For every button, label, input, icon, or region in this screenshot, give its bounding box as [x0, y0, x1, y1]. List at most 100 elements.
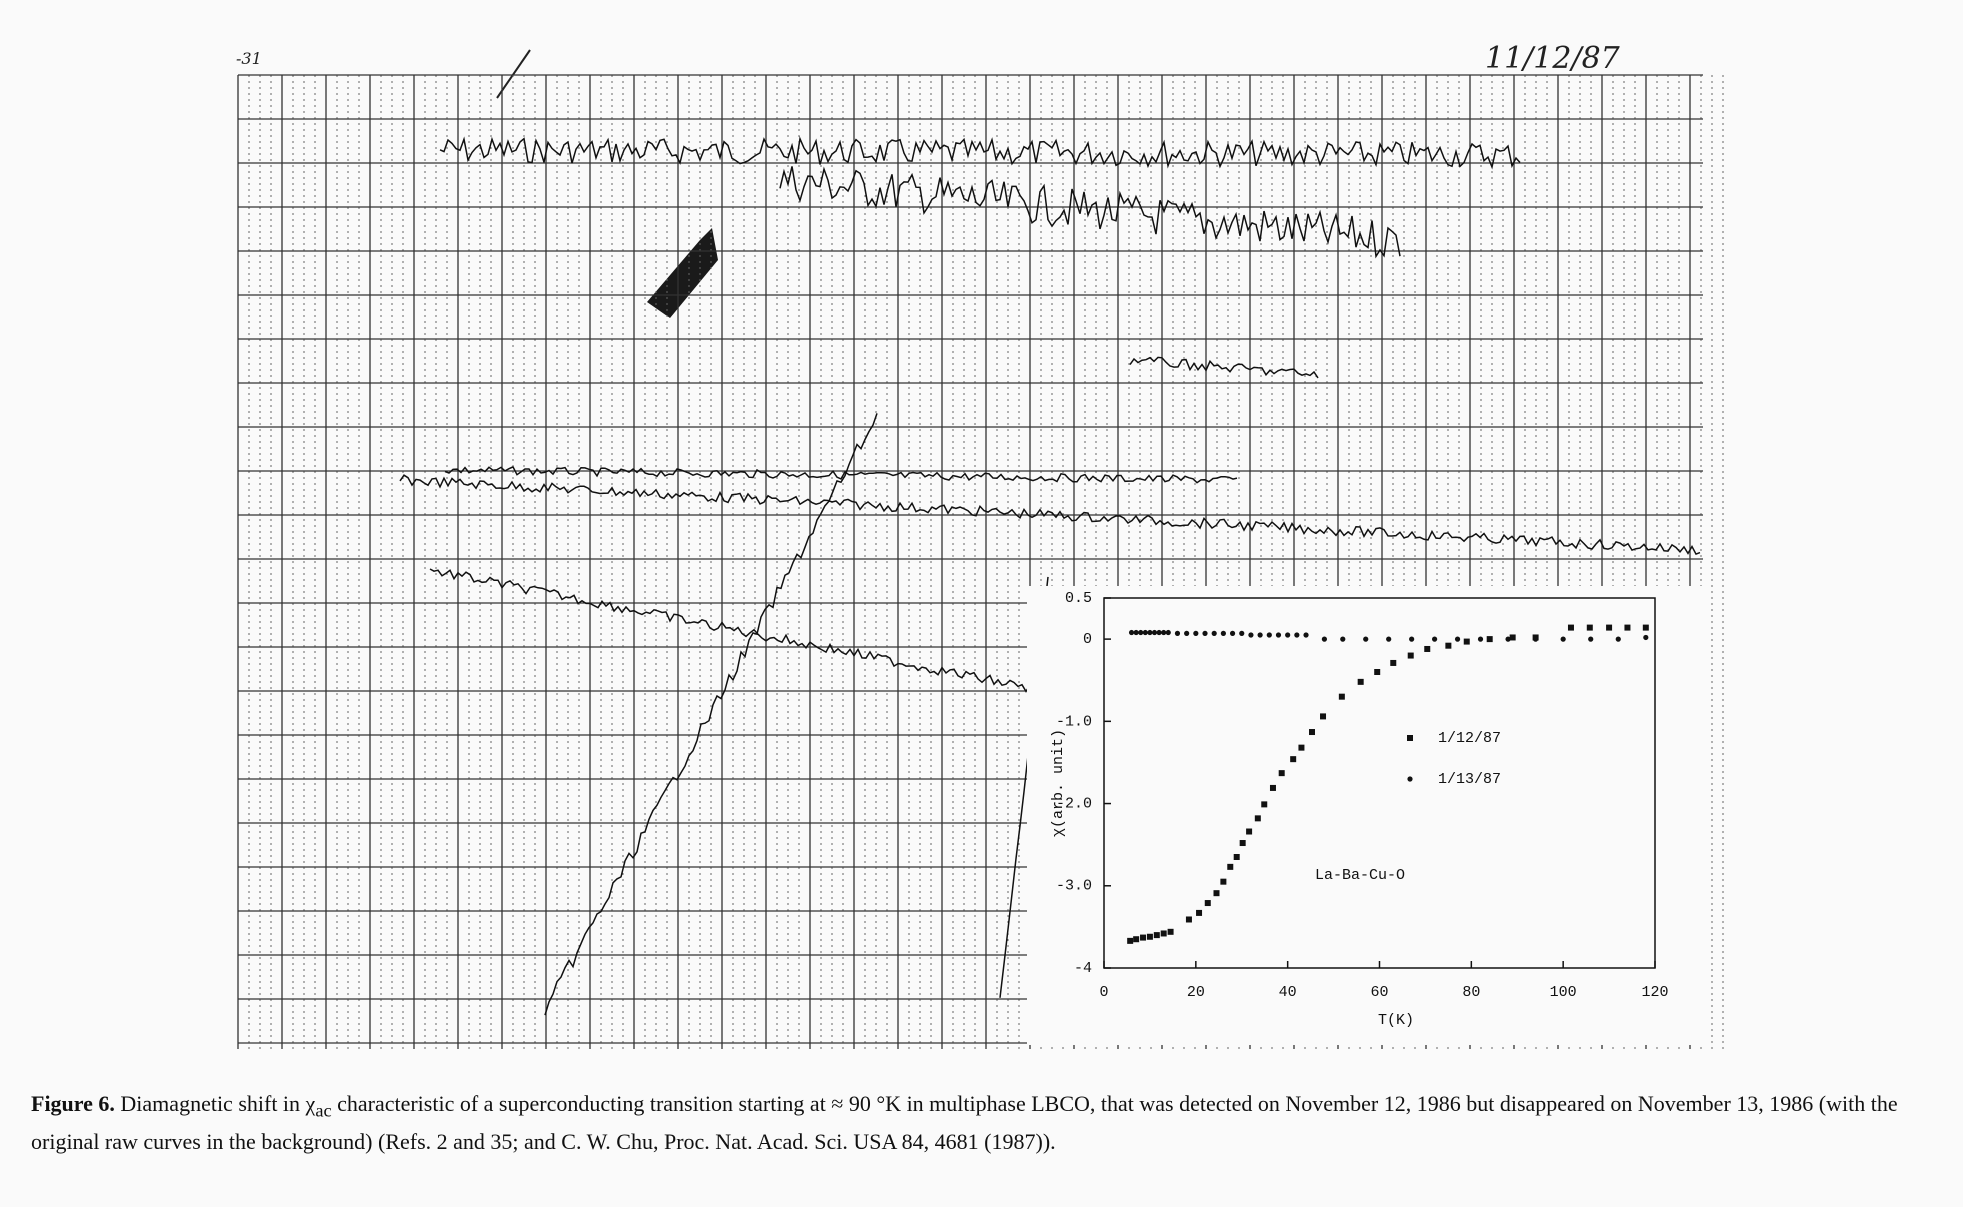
- data-point: [1133, 936, 1140, 943]
- data-point: [1246, 828, 1253, 835]
- y-tick-label: 0.5: [1065, 590, 1092, 607]
- data-point: [1309, 729, 1316, 736]
- caption-subscript: ac: [315, 1100, 332, 1121]
- data-point: [1213, 890, 1220, 897]
- data-point: [1477, 636, 1484, 642]
- data-point: [1127, 937, 1134, 944]
- data-point: [1174, 630, 1181, 636]
- data-point: [1424, 645, 1431, 652]
- data-point: [1227, 863, 1234, 870]
- legend-label: 1/13/87: [1438, 771, 1501, 788]
- data-point: [1165, 629, 1171, 636]
- data-point: [1298, 744, 1305, 751]
- data-point: [1338, 693, 1345, 700]
- data-point: [1290, 756, 1297, 763]
- raw-trace: [544, 413, 878, 1016]
- data-point: [1239, 630, 1245, 636]
- caption-text: characteristic of a superconducting tran…: [31, 1091, 1898, 1155]
- y-tick-label: 0: [1083, 631, 1092, 648]
- data-point: [1321, 636, 1327, 642]
- data-point: [1340, 636, 1346, 642]
- y-tick-label: -4: [1074, 960, 1092, 977]
- data-point: [1533, 636, 1539, 642]
- data-point: [1463, 638, 1470, 645]
- data-point: [1320, 713, 1327, 720]
- data-point: [1409, 636, 1415, 642]
- data-point: [1193, 630, 1199, 636]
- data-point: [1239, 840, 1246, 847]
- data-point: [1146, 933, 1153, 940]
- data-point: [1133, 629, 1139, 636]
- x-tick-label: 0: [1099, 984, 1108, 1001]
- data-point: [1140, 934, 1147, 941]
- data-point: [1220, 630, 1226, 636]
- handwritten-corner: -31: [236, 49, 262, 68]
- data-point: [1269, 784, 1276, 791]
- data-point: [1486, 636, 1493, 643]
- x-axis-label: T(K): [1378, 1012, 1414, 1029]
- data-point: [1374, 669, 1381, 675]
- data-point: [1615, 636, 1621, 642]
- raw-trace: [439, 136, 1521, 170]
- data-point: [1147, 629, 1153, 636]
- data-point: [1248, 632, 1254, 638]
- data-point: [1156, 629, 1162, 636]
- data-point: [1229, 630, 1236, 636]
- x-tick-label: 20: [1187, 984, 1205, 1001]
- data-point: [1196, 909, 1203, 916]
- y-axis-label: χ(arb. unit): [1050, 729, 1067, 837]
- data-point: [1624, 624, 1631, 631]
- handwritten-date: 11/12/87: [1485, 41, 1621, 76]
- x-tick-label: 100: [1550, 984, 1577, 1001]
- caption-text: Diamagnetic shift in χ: [120, 1091, 316, 1116]
- data-point: [1184, 630, 1190, 636]
- data-point: [1363, 636, 1369, 642]
- data-point: [1278, 770, 1285, 777]
- caption-label: Figure 6.: [31, 1091, 115, 1116]
- raw-trace: [1129, 356, 1319, 379]
- data-point: [1407, 652, 1414, 659]
- legend-label: 1/12/87: [1438, 730, 1501, 747]
- data-point: [1285, 632, 1291, 638]
- data-point: [1509, 634, 1516, 641]
- data-point: [1294, 632, 1300, 638]
- x-tick-label: 40: [1279, 984, 1297, 1001]
- data-point: [1505, 636, 1511, 642]
- x-tick-label: 80: [1462, 984, 1480, 1001]
- annotation: La-Ba-Cu-O: [1315, 867, 1405, 884]
- raw-trace: [444, 465, 1238, 484]
- data-point: [1454, 636, 1461, 642]
- data-point: [1588, 636, 1594, 642]
- data-point: [1233, 854, 1240, 860]
- data-point: [1586, 624, 1593, 631]
- x-tick-label: 60: [1370, 984, 1388, 1001]
- data-point: [1266, 632, 1272, 638]
- data-point: [1185, 916, 1192, 923]
- plot-frame: [1103, 597, 1656, 969]
- raw-trace: [779, 166, 1401, 259]
- data-point: [1204, 900, 1211, 907]
- data-point: [1151, 629, 1158, 636]
- x-tick-label: 120: [1641, 984, 1668, 1001]
- data-point: [1254, 815, 1261, 822]
- data-point: [1160, 930, 1167, 937]
- data-point: [1138, 629, 1144, 636]
- legend-marker: [1407, 776, 1413, 782]
- caption: Figure 6. Diamagnetic shift in χac chara…: [31, 1088, 1941, 1157]
- legend-marker: [1407, 735, 1413, 741]
- data-point: [1161, 629, 1167, 636]
- data-point: [1390, 659, 1397, 666]
- data-point: [1642, 624, 1649, 631]
- data-point: [1567, 624, 1574, 631]
- data-point: [1153, 932, 1160, 939]
- data-point: [1202, 630, 1208, 636]
- y-tick-label: -2.0: [1056, 796, 1092, 813]
- data-point: [1261, 801, 1268, 808]
- y-tick-label: -3.0: [1056, 878, 1092, 895]
- data-point: [1432, 636, 1438, 642]
- data-point: [1128, 629, 1135, 636]
- inset-chart: T(K) χ(arb. unit) La-Ba-Cu-O 0 20 40 60 80 10…: [1050, 590, 1669, 1029]
- data-point: [1220, 878, 1227, 885]
- data-point: [1560, 636, 1566, 642]
- data-point: [1606, 624, 1613, 631]
